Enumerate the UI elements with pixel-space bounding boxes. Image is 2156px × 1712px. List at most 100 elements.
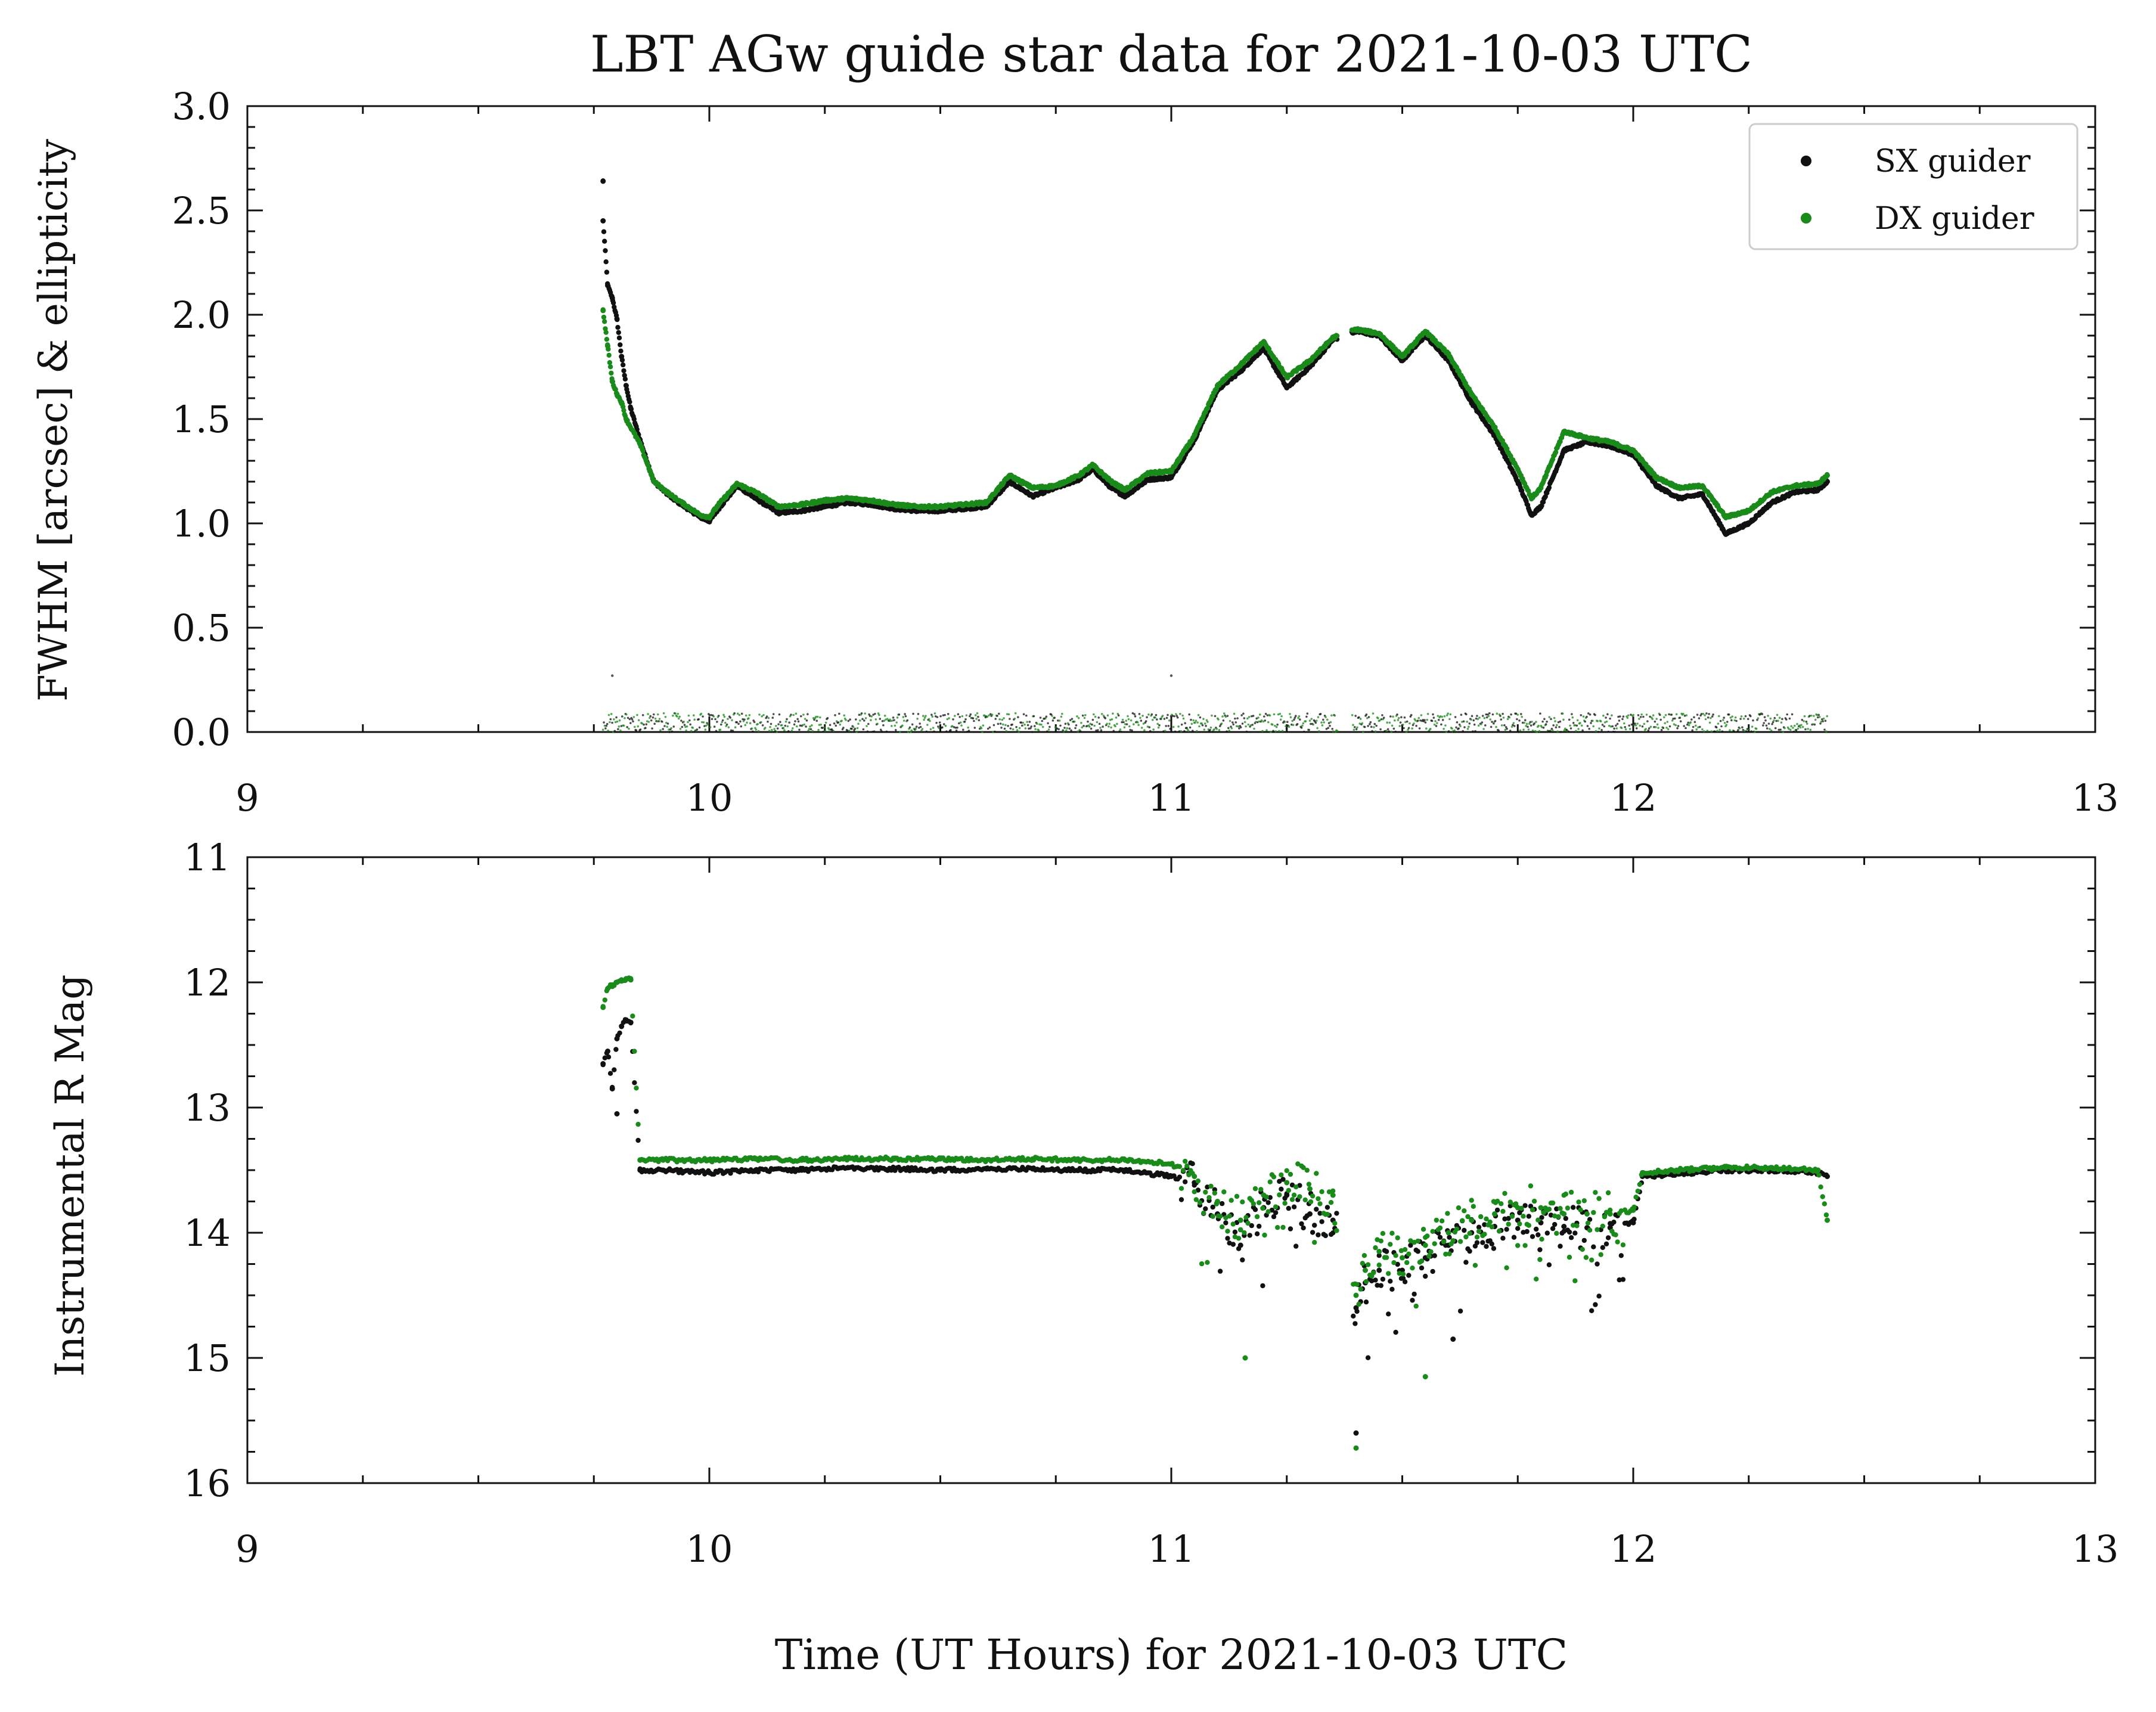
- ellipticity-point: [994, 718, 997, 720]
- y-tick-label: 2.5: [172, 189, 231, 232]
- data-point: [960, 502, 966, 507]
- ellipticity-point: [816, 715, 819, 718]
- ellipticity-point: [854, 727, 857, 730]
- ellipticity-point: [1329, 724, 1331, 727]
- ellipticity-point: [1740, 715, 1743, 718]
- legend-label: DX guider: [1875, 201, 2034, 237]
- ellipticity-point: [1242, 712, 1245, 715]
- ellipticity-point: [1426, 712, 1429, 715]
- ellipticity-point: [1064, 722, 1067, 725]
- ellipticity-point: [712, 715, 715, 718]
- ellipticity-point: [1243, 717, 1246, 719]
- ellipticity-point: [693, 718, 696, 721]
- ellipticity-point: [1696, 714, 1699, 716]
- ellipticity-point: [1289, 713, 1291, 715]
- ellipticity-point: [1026, 724, 1029, 727]
- ellipticity-point: [1674, 724, 1677, 727]
- ellipticity-point: [1293, 718, 1295, 721]
- ellipticity-point: [1603, 725, 1606, 728]
- ellipticity-point: [1823, 728, 1826, 731]
- ellipticity-point: [1203, 722, 1206, 725]
- ellipticity-point: [1362, 730, 1364, 733]
- ellipticity-point: [1520, 713, 1522, 715]
- ellipticity-point: [941, 726, 944, 728]
- ellipticity-point: [1318, 730, 1320, 733]
- ellipticity-point: [1167, 714, 1169, 717]
- ellipticity-point: [1295, 715, 1297, 717]
- ellipticity-point: [1516, 714, 1519, 716]
- ellipticity-point: [1369, 723, 1371, 725]
- data-point: [628, 406, 634, 411]
- ellipticity-point: [1245, 730, 1248, 733]
- ellipticity-point: [1252, 715, 1255, 717]
- data-point: [1145, 470, 1151, 476]
- ellipticity-point: [628, 727, 630, 730]
- ellipticity-point: [1253, 727, 1255, 730]
- ellipticity-point: [1513, 725, 1516, 727]
- ellipticity-point: [819, 716, 821, 719]
- ellipticity-point: [1081, 714, 1084, 717]
- ellipticity-point: [631, 718, 634, 721]
- ellipticity-point: [817, 728, 820, 731]
- x-tick-label: 9: [235, 776, 259, 820]
- ellipticity-point: [1030, 725, 1032, 728]
- ellipticity-point: [1767, 715, 1769, 717]
- x-tick-label: 10: [686, 776, 733, 820]
- ellipticity-point: [1120, 730, 1122, 733]
- ellipticity-point: [931, 715, 933, 718]
- data-point: [1515, 466, 1521, 472]
- ellipticity-point: [792, 714, 795, 717]
- ellipticity-point: [1809, 728, 1812, 731]
- ellipticity-point: [1790, 725, 1792, 727]
- data-point: [938, 504, 943, 510]
- ellipticity-point: [1485, 716, 1488, 719]
- ellipticity-point: [1500, 718, 1503, 721]
- ellipticity-point: [689, 723, 691, 726]
- ellipticity-point: [1181, 714, 1184, 717]
- ellipticity-point: [1077, 730, 1079, 733]
- ellipticity-point: [998, 718, 1001, 721]
- ellipticity-point: [1270, 730, 1272, 733]
- ellipticity-point: [1392, 715, 1394, 718]
- data-point: [1654, 483, 1659, 489]
- ellipticity-point: [1632, 714, 1634, 717]
- data-point: [1538, 485, 1544, 491]
- ellipticity-point: [1296, 722, 1299, 725]
- ellipticity-point: [1531, 729, 1534, 732]
- x-tick-label: 13: [2072, 776, 2119, 820]
- ellipticity-point: [736, 712, 739, 715]
- ellipticity-point: [1441, 719, 1444, 721]
- ellipticity-point: [855, 730, 858, 733]
- ellipticity-point: [746, 721, 748, 724]
- ellipticity-point: [1168, 719, 1171, 722]
- ellipticity-point: [1682, 712, 1685, 715]
- ellipticity-point: [1358, 716, 1360, 719]
- ellipticity-point: [1572, 722, 1575, 724]
- ellipticity-point: [1288, 725, 1291, 728]
- ellipticity-point: [1013, 717, 1016, 720]
- data-point: [1677, 495, 1682, 501]
- ellipticity-point: [1140, 727, 1143, 729]
- ellipticity-point: [649, 715, 652, 718]
- ellipticity-point: [1679, 720, 1682, 722]
- ellipticity-point: [1691, 729, 1693, 731]
- ellipticity-point: [1649, 725, 1652, 728]
- data-point: [1699, 491, 1705, 497]
- data-point: [1746, 508, 1752, 514]
- ellipticity-point: [1082, 725, 1085, 727]
- ellipticity-point: [945, 730, 948, 733]
- ellipticity-point: [1389, 715, 1392, 718]
- ellipticity-point: [1741, 726, 1744, 728]
- ellipticity-point: [922, 715, 925, 717]
- ellipticity-point: [1463, 726, 1466, 728]
- ellipticity-point: [1302, 722, 1305, 725]
- ellipticity-point: [1472, 730, 1474, 733]
- ellipticity-point: [671, 730, 674, 733]
- ellipticity-point: [1460, 714, 1463, 716]
- ellipticity-point: [1480, 723, 1482, 725]
- data-point: [607, 360, 613, 365]
- ellipticity-point: [1640, 713, 1643, 716]
- ellipticity-point: [676, 715, 678, 718]
- ellipticity-point: [977, 715, 979, 718]
- ellipticity-point: [1248, 716, 1251, 718]
